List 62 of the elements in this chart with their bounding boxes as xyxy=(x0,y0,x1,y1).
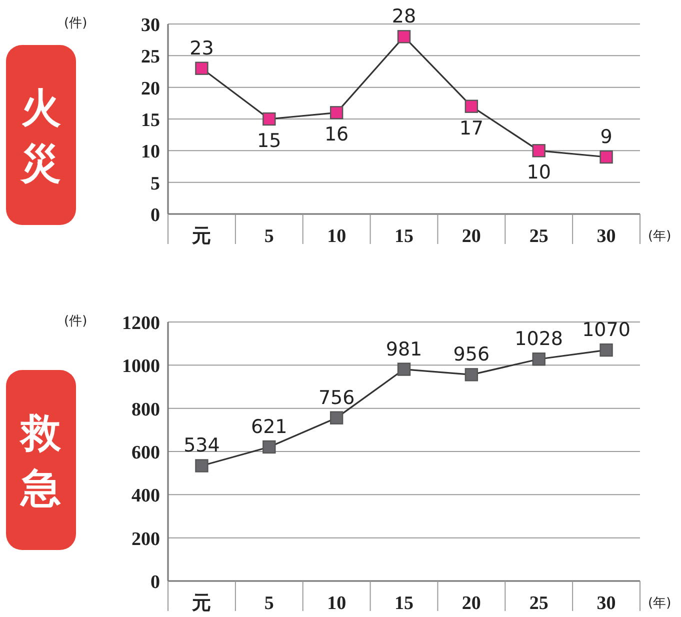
x-tick-label: 30 xyxy=(596,593,616,614)
x-tick-label: 20 xyxy=(462,226,481,247)
y-tick-label: 200 xyxy=(132,528,160,550)
data-label: 1070 xyxy=(582,319,630,342)
data-label: 23 xyxy=(190,37,214,60)
point xyxy=(397,362,411,376)
y-tick-label: 30 xyxy=(141,15,160,36)
x-tick-label: 25 xyxy=(529,593,548,614)
x-tick-label: 元 xyxy=(191,226,212,247)
y-tick-label: 10 xyxy=(141,142,160,163)
data-label: 10 xyxy=(526,162,551,184)
data-label: 1028 xyxy=(514,328,564,350)
point xyxy=(195,459,208,472)
x-tick-label: 10 xyxy=(327,226,346,247)
point xyxy=(600,150,613,164)
point xyxy=(532,144,546,158)
data-label: 17 xyxy=(459,117,484,140)
point xyxy=(330,411,344,424)
x-tick-label: 15 xyxy=(394,593,414,614)
point xyxy=(330,106,344,120)
y-tick-label: 15 xyxy=(141,110,160,131)
x-tick-label: 25 xyxy=(529,226,548,247)
data-label: 534 xyxy=(184,434,220,457)
y-tick-label: 600 xyxy=(132,442,160,464)
point xyxy=(195,62,208,75)
y-tick-label: 800 xyxy=(132,399,160,420)
data-label: 15 xyxy=(257,130,282,152)
point xyxy=(464,100,478,113)
text: 火災 xyxy=(19,86,61,186)
data-label: 981 xyxy=(386,338,422,360)
y-tick-label: 1200 xyxy=(122,313,160,334)
x-axis-title: (年) xyxy=(648,229,672,244)
data-label: 28 xyxy=(392,6,416,28)
data-label: 956 xyxy=(453,344,490,366)
y-axis-title: (件) xyxy=(64,314,88,329)
y-tick-label: 20 xyxy=(141,78,160,100)
point xyxy=(464,368,478,382)
y-tick-label: 5 xyxy=(150,173,160,194)
point xyxy=(532,352,546,366)
y-tick-label: 0 xyxy=(150,572,160,593)
text: 救急 xyxy=(19,410,62,512)
data-label: 9 xyxy=(600,126,612,148)
x-tick-label: 元 xyxy=(191,593,212,614)
y-tick-label: 400 xyxy=(132,486,160,507)
x-tick-label: 30 xyxy=(596,226,616,247)
y-tick-label: 0 xyxy=(150,205,160,226)
x-tick-label: 5 xyxy=(264,226,274,247)
point xyxy=(262,112,276,126)
x-axis-title: (年) xyxy=(648,596,672,611)
point xyxy=(397,30,411,44)
y-tick-label: 1000 xyxy=(122,356,160,378)
data-label: 16 xyxy=(324,124,349,146)
data-label: 621 xyxy=(251,416,288,438)
x-tick-label: 15 xyxy=(394,226,414,247)
x-tick-label: 20 xyxy=(462,593,481,614)
point xyxy=(262,440,276,454)
x-tick-label: 10 xyxy=(327,593,346,614)
y-tick-label: 25 xyxy=(141,46,160,68)
data-label: 756 xyxy=(318,386,355,409)
y-axis-title: (件) xyxy=(64,16,88,31)
x-tick-label: 5 xyxy=(264,593,274,614)
point xyxy=(600,343,613,357)
